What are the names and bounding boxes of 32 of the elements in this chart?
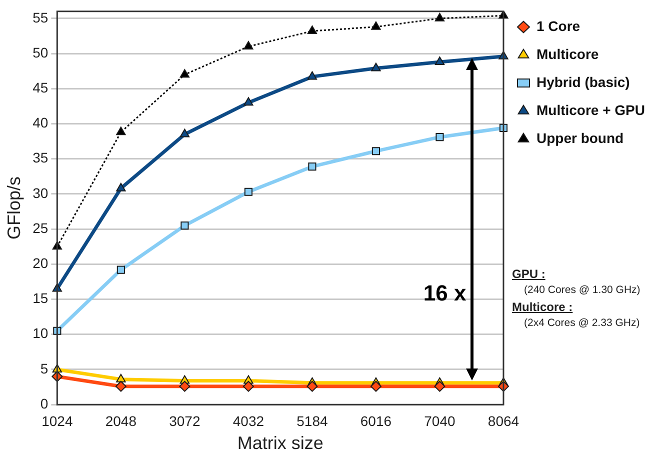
y-tick-label: 10 xyxy=(32,325,48,342)
text: Multicore : xyxy=(512,298,574,316)
x-tick-label: 8064 xyxy=(488,412,520,429)
y-tick-label: 35 xyxy=(32,150,48,166)
y-tick-label: 20 xyxy=(32,255,48,272)
text: (240 Cores @ 1.30 GHz) xyxy=(523,283,640,298)
x-tick-label: 1024 xyxy=(42,412,73,429)
x-tick-label: 2048 xyxy=(105,412,137,429)
x-tick-label: 6016 xyxy=(360,412,392,429)
text: (2x4 Cores @ 2.33 GHz) xyxy=(523,316,640,331)
annotation: 16 x xyxy=(423,280,467,306)
y-tick-label: 0 xyxy=(40,395,48,412)
legend-label: Multicore xyxy=(536,46,599,62)
y-tick-label: 25 xyxy=(32,220,48,236)
x-axis-title: Matrix size xyxy=(237,433,324,454)
y-tick-label: 55 xyxy=(32,9,48,26)
x-tick-label: 4032 xyxy=(232,412,264,429)
y-tick-label: 40 xyxy=(32,114,48,131)
legend-label: Upper bound xyxy=(536,130,624,146)
x-tick-label: 5184 xyxy=(296,412,328,429)
y-tick-label: 30 xyxy=(32,184,48,201)
legend-label: Multicore + GPU xyxy=(536,102,646,118)
y-tick-label: 45 xyxy=(32,79,48,96)
y-tick-label: 50 xyxy=(32,44,48,60)
y-tick-label: 15 xyxy=(32,290,48,306)
legend-label: 1 Core xyxy=(536,18,580,34)
legend-label: Hybrid (basic) xyxy=(536,74,630,90)
text: GPU : xyxy=(512,266,546,283)
x-tick-label: 7040 xyxy=(424,412,456,429)
x-tick-label: 3072 xyxy=(169,412,200,429)
y-tick-label: 5 xyxy=(40,360,48,376)
y-axis-title: GFlop/s xyxy=(4,176,24,240)
